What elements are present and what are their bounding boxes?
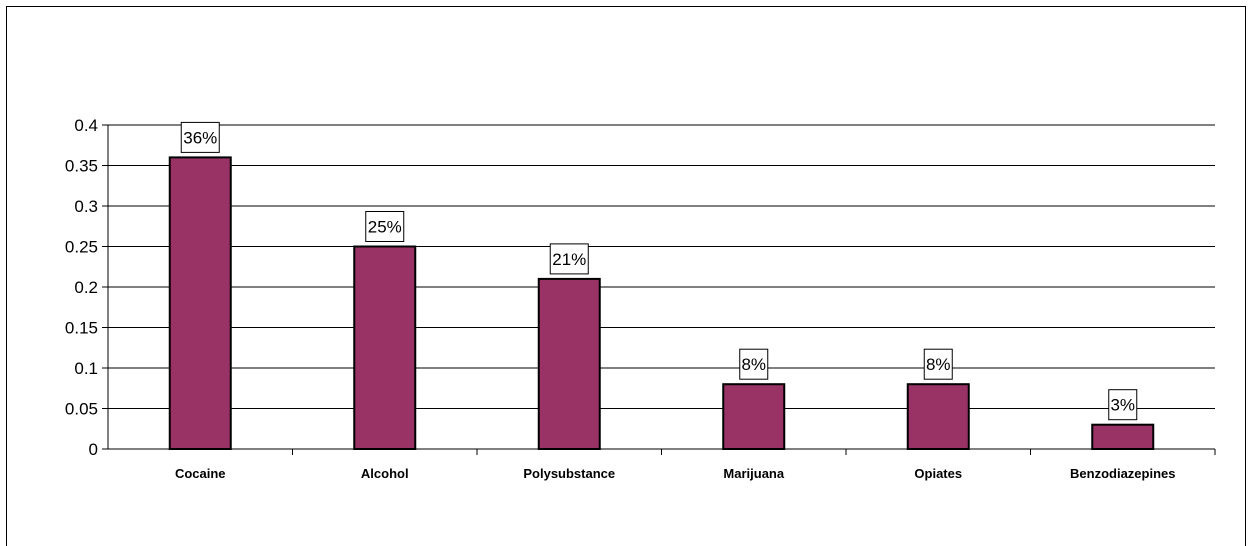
data-label-box xyxy=(180,121,220,153)
y-tick-label: 0.1 xyxy=(74,359,98,378)
y-tick-label: 0.15 xyxy=(65,319,98,338)
bar-marijuana xyxy=(722,383,786,451)
data-label-box xyxy=(365,211,405,242)
y-tick-label: 0.05 xyxy=(65,400,98,419)
y-tick-label: 0.35 xyxy=(65,157,98,176)
data-label-box xyxy=(1108,389,1138,421)
data-label: 36% xyxy=(183,128,217,147)
category-label: Alcohol xyxy=(361,466,409,481)
data-label-box xyxy=(549,243,589,275)
bar-cocaine xyxy=(168,156,232,450)
data-label: 8% xyxy=(741,355,766,374)
category-label: Marijuana xyxy=(723,466,784,481)
category-label: Cocaine xyxy=(175,466,226,481)
y-tick-label: 0.2 xyxy=(74,278,98,297)
bar-polysubstance xyxy=(537,277,601,450)
bar-benzodiazepines xyxy=(1091,423,1155,451)
data-label-box xyxy=(923,348,953,380)
y-tick-label: 0 xyxy=(89,440,98,459)
category-label: Opiates xyxy=(914,466,962,481)
category-label: Polysubstance xyxy=(523,466,615,481)
data-label: 25% xyxy=(368,218,402,237)
bar-opiates xyxy=(906,383,970,451)
y-tick-label: 0.3 xyxy=(74,197,98,216)
y-tick-label: 0.25 xyxy=(65,238,98,257)
data-label: 3% xyxy=(1110,396,1135,415)
y-tick-label: 0.4 xyxy=(74,116,98,135)
bar-alcohol xyxy=(353,245,417,450)
data-label: 21% xyxy=(552,250,586,269)
chart-frame xyxy=(6,6,1246,546)
category-label: Benzodiazepines xyxy=(1070,466,1175,481)
data-label: 8% xyxy=(926,355,951,374)
data-label-box xyxy=(739,348,769,380)
